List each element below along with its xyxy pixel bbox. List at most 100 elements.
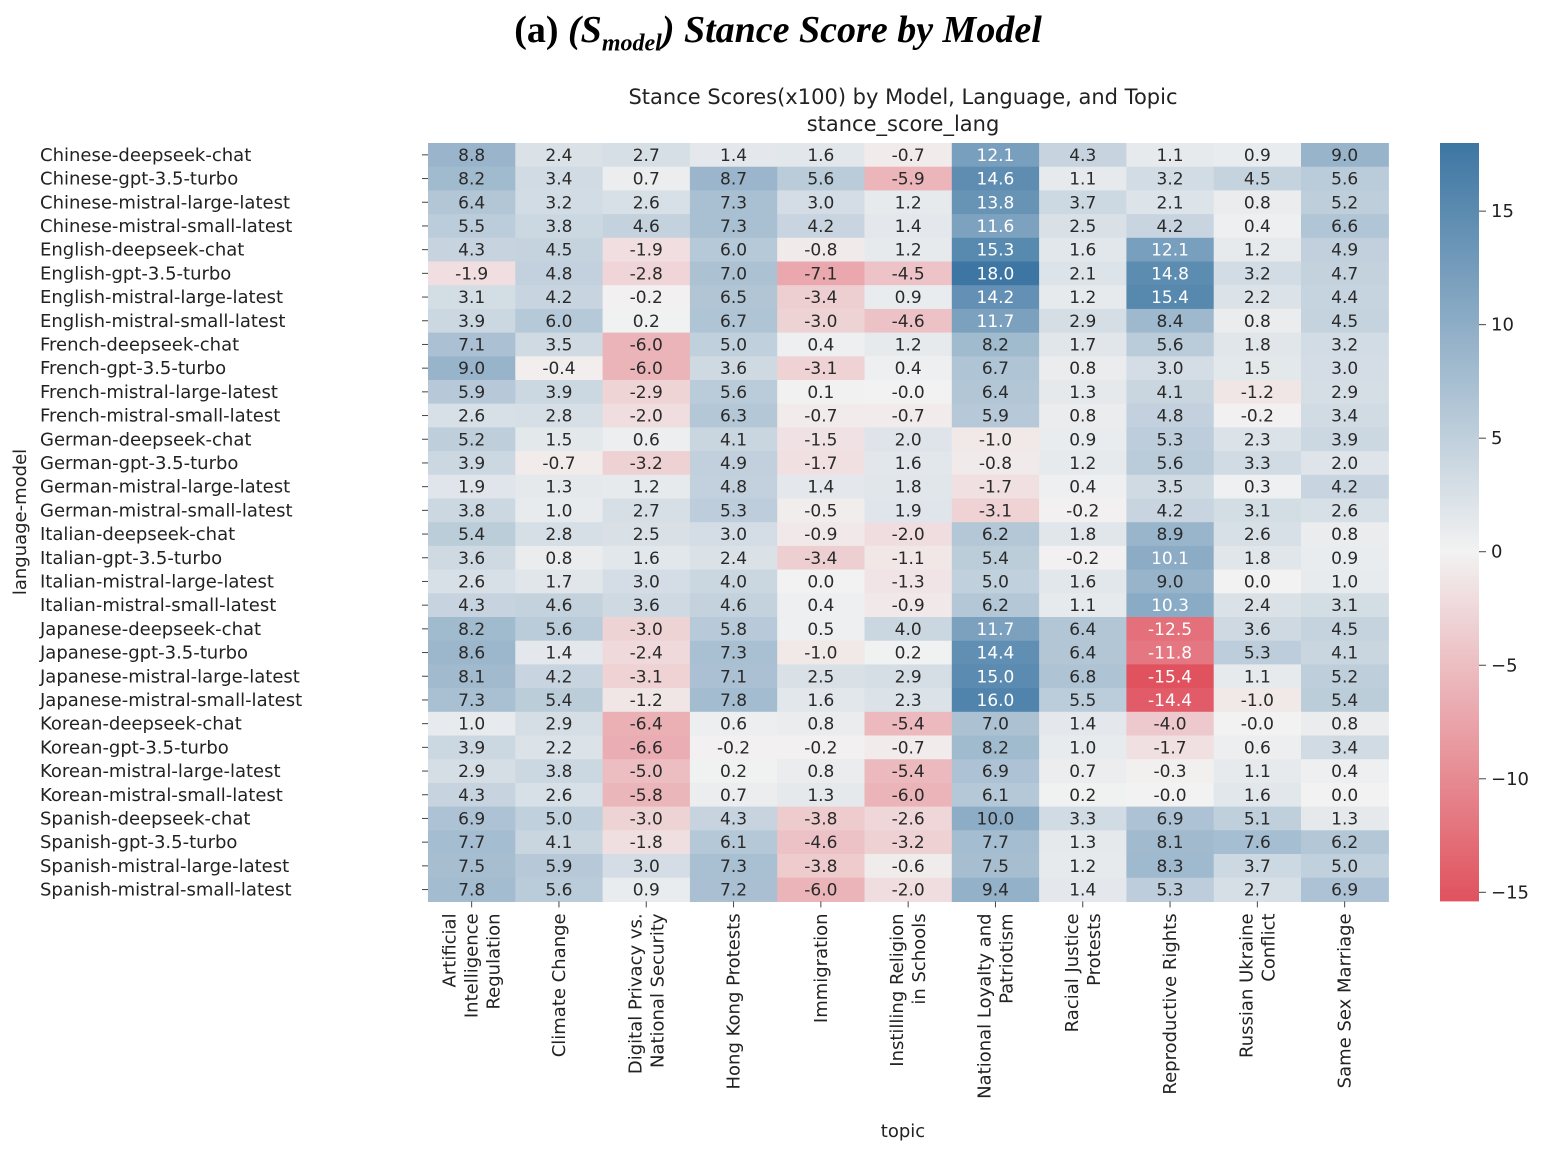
row-label: Italian-mistral-large-latest bbox=[40, 571, 274, 592]
heatmap-cell bbox=[864, 261, 953, 286]
heatmap-cell bbox=[689, 545, 778, 571]
cell-value-label: -11.8 bbox=[1148, 644, 1192, 664]
cell-value-label: 3.8 bbox=[545, 762, 572, 782]
heatmap-cell bbox=[689, 569, 778, 594]
heatmap-cell bbox=[428, 190, 516, 215]
cell-value-label: -4.0 bbox=[1153, 715, 1186, 735]
cell-value-label: 6.8 bbox=[1069, 667, 1096, 687]
heatmap-cell bbox=[428, 166, 516, 191]
row-label: Italian-mistral-small-latest bbox=[40, 595, 276, 616]
cell-value-label: 1.8 bbox=[1244, 549, 1271, 569]
colorbar-tick-label: −5 bbox=[1491, 655, 1518, 676]
cell-value-label: -2.4 bbox=[630, 644, 663, 664]
cell-value-label: -0.7 bbox=[892, 407, 925, 427]
cell-value-label: 3.0 bbox=[633, 857, 660, 877]
heatmap-cell bbox=[951, 403, 1040, 428]
heatmap-cell bbox=[689, 664, 778, 689]
row-label: French-mistral-large-latest bbox=[40, 382, 278, 403]
cell-value-label: 1.2 bbox=[1069, 288, 1096, 308]
cell-value-label: 0.0 bbox=[1244, 572, 1271, 592]
cell-value-label: 4.4 bbox=[1331, 288, 1358, 308]
heatmap-cell bbox=[602, 735, 691, 760]
cell-value-label: -6.0 bbox=[630, 359, 663, 379]
column-label: Hong Kong Protests bbox=[724, 913, 745, 1089]
cell-value-label: -6.6 bbox=[630, 738, 663, 758]
heatmap-cell bbox=[428, 474, 516, 500]
cell-value-label: 9.0 bbox=[458, 359, 485, 379]
heatmap-cell bbox=[602, 261, 691, 286]
cell-value-label: -2.6 bbox=[892, 809, 925, 829]
heatmap-cell bbox=[1126, 545, 1215, 571]
heatmap-cell bbox=[602, 474, 691, 500]
heatmap-cell bbox=[1213, 380, 1302, 405]
cell-value-label: 0.4 bbox=[895, 359, 922, 379]
cell-value-label: 0.9 bbox=[633, 881, 660, 901]
cell-value-label: 0.8 bbox=[545, 549, 572, 569]
heatmap-cell bbox=[428, 569, 516, 594]
cell-value-label: 1.5 bbox=[1244, 359, 1271, 379]
row-label: German-gpt-3.5-turbo bbox=[40, 453, 238, 474]
row-label: Chinese-mistral-large-latest bbox=[40, 192, 290, 213]
cell-value-label: 0.2 bbox=[633, 312, 660, 332]
heatmap-cell bbox=[602, 332, 691, 357]
cell-value-label: 8.6 bbox=[458, 644, 485, 664]
cell-value-label: 4.6 bbox=[633, 217, 660, 237]
cell-value-label: 3.4 bbox=[1331, 738, 1358, 758]
heatmap-cell bbox=[602, 569, 691, 594]
cell-value-label: -1.7 bbox=[804, 454, 837, 474]
cell-value-label: 3.2 bbox=[1244, 264, 1271, 284]
heatmap-cell bbox=[602, 498, 691, 523]
cell-value-label: 1.4 bbox=[545, 644, 572, 664]
cell-value-label: 4.2 bbox=[545, 288, 572, 308]
cell-value-label: 7.5 bbox=[458, 857, 485, 877]
cell-value-label: -6.0 bbox=[804, 881, 837, 901]
cell-value-label: 4.5 bbox=[1244, 170, 1271, 190]
chart-subtitle: stance_score_lang bbox=[807, 112, 1000, 137]
heatmap-cell bbox=[777, 522, 866, 547]
heatmap-cell bbox=[777, 640, 866, 665]
heatmap-cell bbox=[1301, 166, 1389, 191]
heatmap-cell bbox=[689, 522, 778, 547]
figure-panel-label: (a) bbox=[514, 9, 559, 51]
cell-value-label: 3.9 bbox=[458, 312, 485, 332]
row-label: Chinese-deepseek-chat bbox=[40, 145, 251, 166]
heatmap-cell bbox=[1039, 688, 1127, 713]
colorbar-tick-label: −15 bbox=[1491, 882, 1529, 903]
cell-value-label: -15.4 bbox=[1148, 667, 1192, 687]
heatmap-cell bbox=[951, 166, 1040, 191]
cell-value-label: 1.5 bbox=[545, 430, 572, 450]
cell-value-label: 14.4 bbox=[977, 644, 1015, 664]
cell-value-label: -4.6 bbox=[804, 833, 837, 853]
cell-value-label: -3.2 bbox=[892, 833, 925, 853]
heatmap-cell bbox=[864, 545, 953, 571]
row-label: Korean-gpt-3.5-turbo bbox=[40, 737, 229, 758]
heatmap-cell bbox=[1301, 522, 1389, 547]
heatmap-cell bbox=[951, 522, 1040, 547]
heatmap-cell bbox=[602, 427, 691, 452]
cell-value-label: 5.6 bbox=[720, 383, 747, 403]
heatmap-cell bbox=[1301, 403, 1389, 428]
cell-value-label: -0.6 bbox=[892, 857, 925, 877]
cell-value-label: 3.3 bbox=[1244, 454, 1271, 474]
heatmap-cell bbox=[428, 617, 516, 642]
heatmap-cell bbox=[1301, 261, 1389, 286]
heatmap-cell bbox=[864, 735, 953, 760]
cell-value-label: -5.0 bbox=[630, 762, 663, 782]
heatmap-cell bbox=[602, 782, 691, 808]
heatmap-cell bbox=[951, 569, 1040, 594]
cell-value-label: -1.0 bbox=[1241, 691, 1274, 711]
cell-value-label: 5.4 bbox=[982, 549, 1009, 569]
cell-value-label: 5.6 bbox=[1157, 335, 1184, 355]
cell-value-label: 8.1 bbox=[1157, 833, 1184, 853]
heatmap-cell bbox=[864, 403, 953, 428]
x-axis-label: topic bbox=[881, 1121, 925, 1142]
cell-value-label: 6.2 bbox=[1331, 833, 1358, 853]
heatmap-cell bbox=[864, 214, 953, 239]
cell-value-label: -0.7 bbox=[892, 738, 925, 758]
heatmap-cell bbox=[428, 498, 516, 523]
heatmap-cell bbox=[1213, 237, 1302, 263]
cell-value-label: 2.2 bbox=[1244, 288, 1271, 308]
cell-value-label: -7.1 bbox=[804, 264, 837, 284]
figure-title-subscript: model bbox=[601, 30, 662, 57]
heatmap-cell bbox=[1301, 569, 1389, 594]
